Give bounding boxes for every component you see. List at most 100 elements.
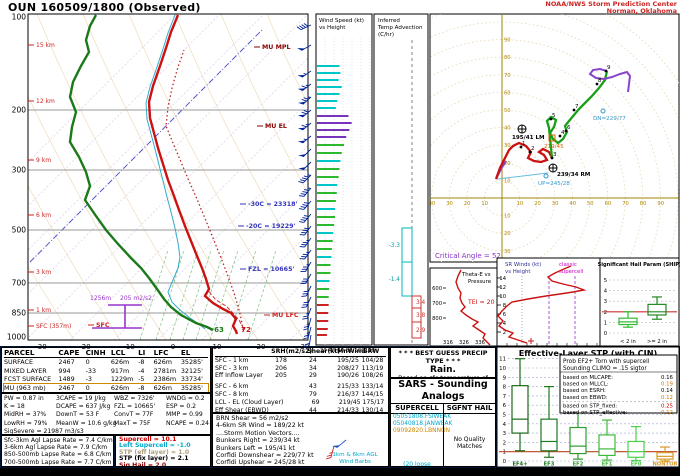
svg-text:classic: classic [559, 262, 577, 268]
thermo-cell: WNDG = 0.2 [166, 395, 205, 402]
svg-text:UP=245/28: UP=245/28 [538, 181, 570, 187]
parcel-header-cell: CINH [85, 348, 106, 357]
svg-text:30: 30 [504, 143, 511, 149]
parcel-cell: 35285' [180, 358, 203, 366]
parcel-cell: 1489 [58, 375, 75, 384]
srh-header-cell [215, 348, 271, 356]
svg-text:-1.4: -1.4 [389, 277, 401, 283]
svg-text:20: 20 [464, 201, 471, 207]
srh-cell: 108/26 [361, 372, 384, 380]
srh-cell: SFC - 1 km [215, 356, 249, 364]
svg-text:20: 20 [504, 231, 511, 237]
skewt-background-grid [28, 14, 308, 340]
parcel-row: MIXED LAYER 994 -33 917m -4 2781m 32125' [4, 367, 208, 376]
thermo-cell: ESP = 0.2 [166, 403, 197, 411]
thermo-cell: MidRH = 37% [4, 411, 47, 419]
svg-text:-3.3: -3.3 [389, 243, 401, 249]
parcel-header-cell: LI [138, 348, 146, 357]
svg-text:10: 10 [504, 178, 511, 184]
svg-text:90: 90 [504, 38, 511, 44]
svg-text:5: 5 [552, 113, 556, 119]
svg-text:70: 70 [504, 73, 511, 79]
svg-text:Inferred: Inferred [378, 18, 400, 24]
thermo-cell: FZL = 10665' [114, 403, 156, 411]
srh-cell: 130/14 [361, 406, 384, 413]
composite-index-line: STP (eff layer) = 1.0 [119, 448, 190, 456]
srh-cell: 43 [308, 383, 317, 391]
storm-motion-box: BRN Shear = 56 m2/s2 4-6km SR Wind = 189… [212, 413, 389, 467]
srh-cell [275, 383, 309, 391]
svg-text:2: 2 [604, 310, 607, 316]
sars-supercell-column: SUPERCELL 05051808.FSI WEAK 05040818.JAN WE… [391, 404, 452, 466]
sars-title: SARS - Sounding Analogs [391, 379, 495, 404]
lapse-line-2: 3-6km Agl Lapse Rate = 7.9 C/km [4, 444, 108, 452]
srh-cell: 214/33 [337, 406, 359, 413]
sars-hail-header: SGFNT HAIL [444, 404, 495, 414]
composite-index-line: Sig Hail = 2.0 [119, 461, 167, 467]
thermo-row: K = 18 DCAPE = 637 J/kg FZL = 10665' ESP = … [4, 403, 208, 411]
svg-text:3: 3 [604, 299, 607, 305]
thermo-cell: WBZ = 7326' [114, 395, 155, 402]
parcel-cell: -8 [138, 383, 145, 392]
sars-columns: SUPERCELL 05051808.FSI WEAK 05040818.JAN WE… [391, 404, 495, 466]
svg-text:vs Height: vs Height [319, 25, 346, 31]
svg-text:8: 8 [503, 303, 506, 309]
srh-cell: 205 [275, 372, 287, 380]
svg-text:60: 60 [605, 201, 612, 207]
srh-cell: 190/26 [337, 372, 359, 380]
svg-text:SFC: SFC [96, 322, 110, 329]
svg-text:40: 40 [504, 126, 511, 132]
parcel-cell: MU (963 mb) [4, 383, 46, 392]
svg-text:20: 20 [504, 161, 511, 167]
svg-text:40: 40 [569, 201, 576, 207]
svg-text:-20C = 19229': -20C = 19229' [246, 223, 296, 230]
parcel-cell: 32125' [180, 366, 203, 375]
svg-text:supercell: supercell [559, 269, 583, 275]
srh-cell: 133/14 [361, 383, 384, 391]
precip-type-box: * * * BEST GUESS PRECIP TYPE * * * Rain.… [390, 347, 496, 378]
thermo-cell: NCAPE = 0.24 [166, 419, 210, 427]
srh-cell [279, 399, 312, 407]
parcel-cell: 994 [58, 366, 71, 375]
srh-header-cell: MnWind [337, 348, 366, 355]
svg-text:700: 700 [12, 279, 27, 288]
svg-text:DN=229/77: DN=229/77 [593, 116, 626, 122]
svg-text:40: 40 [504, 266, 511, 272]
svg-text:30: 30 [552, 201, 559, 207]
parcel-row: MU (963 mb) 2467 0 626m -8 626m 35285' [3, 382, 209, 392]
srh-header-cell: SRW [363, 348, 380, 355]
svg-text:7: 7 [575, 104, 579, 110]
svg-text:2: 2 [503, 330, 506, 336]
svg-text:1: 1 [522, 141, 526, 147]
corfidi-downshear: Corfidi Downshear = 229/77 kt [216, 452, 314, 460]
parcel-header-cell: CAPE [58, 348, 80, 357]
svg-text:850: 850 [12, 309, 27, 318]
sars-match-row: 05040818.JAN WEAK [391, 421, 452, 428]
page-title: OUN 160509/1800 (Observed) [8, 1, 201, 14]
svg-text:FZL = 10665': FZL = 10665' [248, 266, 294, 273]
lapse-line-1: Sfc-3km Agl Lapse Rate = 7.4 C/km [4, 437, 113, 444]
svg-text:195/41 LM: 195/41 LM [512, 135, 545, 141]
svg-text:72: 72 [241, 326, 251, 334]
composite-indices-box: Supercell = 10.1 Left Supercell = -1.0 STP… [115, 435, 211, 467]
svg-text:500: 500 [12, 226, 27, 235]
svg-text:1: 1 [604, 320, 607, 326]
svg-text:15 km: 15 km [36, 42, 55, 49]
srh-header-cell: Shear(kt) [307, 348, 341, 355]
parcel-cell: 2467 [58, 383, 75, 392]
sars-match-row: 05051808.FSI WEAK [391, 414, 451, 421]
parcel-row: SURFACE 2467 0 626m -8 626m 35285' [4, 358, 208, 367]
srh-cell: 175/17 [362, 398, 385, 406]
srh-cell: 219/45 [338, 398, 361, 406]
parcel-row: FCST SURFACE 1489 -3 1229m -5 2386m 33734' [4, 375, 208, 384]
svg-text:6: 6 [503, 312, 506, 318]
srh-cell: 69 [311, 398, 320, 406]
svg-text:4: 4 [503, 321, 507, 327]
bottom-black-bar [0, 468, 680, 476]
svg-text:Critical Angle = 52: Critical Angle = 52 [435, 252, 501, 260]
thermo-row: PW = 0.87 in 3CAPE = 19 J/kg WBZ = 7326' WN… [4, 395, 208, 403]
svg-text:10: 10 [481, 201, 488, 207]
